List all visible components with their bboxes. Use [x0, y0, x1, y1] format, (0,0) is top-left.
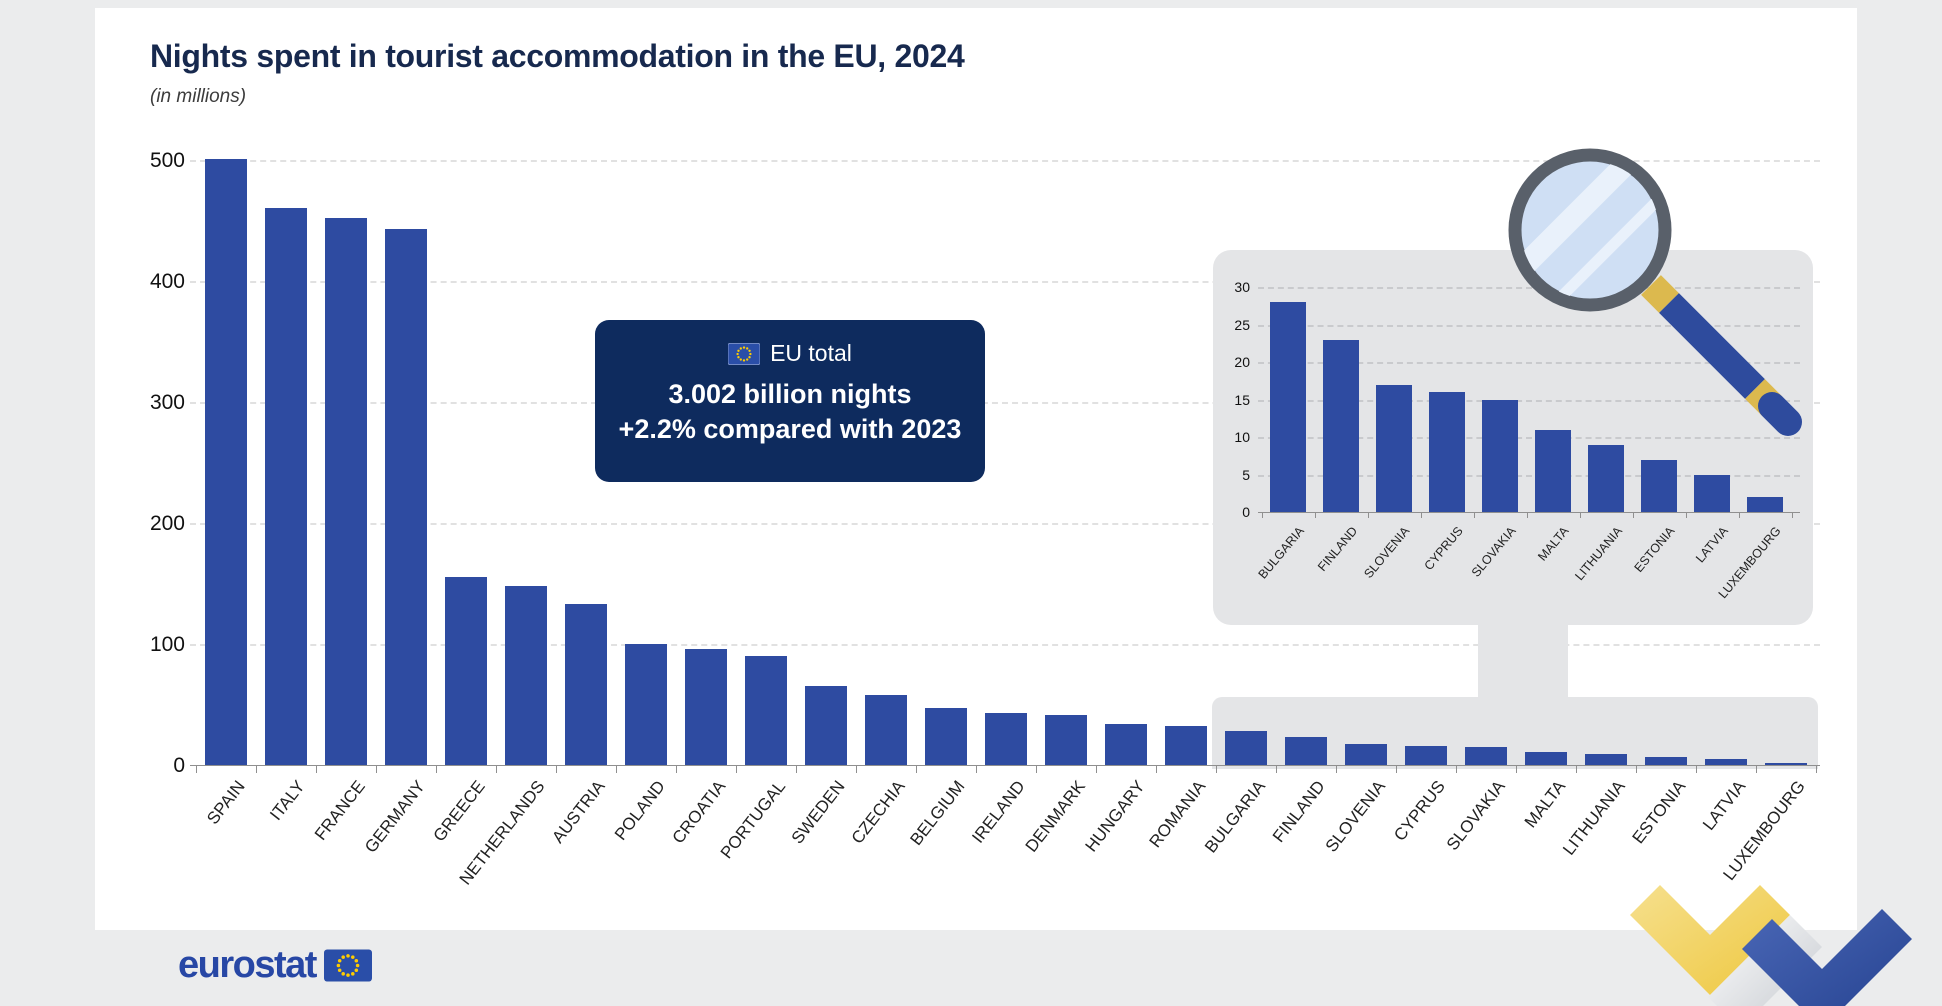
eurostat-logo-text: eurostat [178, 944, 317, 986]
eu-total-change: +2.2% compared with 2023 [618, 414, 962, 444]
chart-title: Nights spent in tourist accommodation in… [150, 38, 965, 74]
magnifier-handle [1641, 275, 1802, 436]
eu-flag-icon [728, 342, 761, 365]
chart-subtitle: (in millions) [150, 86, 247, 107]
zoom-highlight-region [1212, 697, 1818, 769]
eurostat-logo: eurostat [178, 944, 372, 987]
eu-total-label: EU total [770, 340, 852, 366]
eu-total-callout: EU total 3.002 billion nights +2.2% comp… [595, 320, 985, 482]
eu-total-value: 3.002 billion nights [668, 379, 912, 409]
eu-total-header: EU total [595, 340, 985, 367]
lens-highlight [1521, 161, 1659, 299]
magnifier-lens [1508, 148, 1672, 312]
ribbon-yellow-chevron [1630, 885, 1790, 995]
magnifying-glass-icon [1508, 148, 1802, 436]
ribbon-blue-chevron [1742, 909, 1912, 1006]
inset-connector [1478, 620, 1568, 700]
eurostat-ribbon-decoration [1630, 885, 1912, 1006]
eu-flag-icon [323, 949, 372, 982]
